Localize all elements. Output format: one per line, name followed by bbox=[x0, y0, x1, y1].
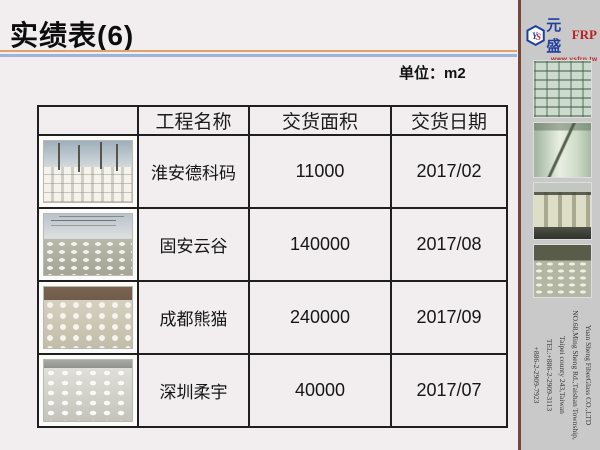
contact-line-company: Yuan Sheng FiberGlass CO.,LTD bbox=[584, 324, 593, 426]
table-row: 固安云谷 140000 2017/08 bbox=[37, 207, 508, 282]
project-photo-guan bbox=[43, 213, 133, 276]
header-delivery-date: 交货日期 bbox=[390, 105, 508, 136]
delivery-area-cell: 40000 bbox=[248, 353, 392, 428]
header-photo-column bbox=[37, 105, 139, 136]
project-name-cell: 淮安德科码 bbox=[137, 134, 250, 209]
header-delivery-area: 交货面积 bbox=[248, 105, 392, 136]
delivery-date-cell: 2017/08 bbox=[390, 207, 508, 282]
delivery-date-cell: 2017/09 bbox=[390, 280, 508, 355]
contact-line-address1: NO.68,Ming Sheng Rd.,Taishan Township, bbox=[571, 310, 580, 440]
project-photo-shenzhen bbox=[43, 359, 133, 422]
delivery-area-cell: 11000 bbox=[248, 134, 392, 209]
sidebar-photo-tank-closeup bbox=[533, 122, 592, 178]
contact-line-address2: Taipei county 243,Taiwan bbox=[558, 336, 567, 414]
brand-name-english: FRP bbox=[571, 27, 597, 42]
project-photo-huaian bbox=[43, 140, 133, 203]
contact-line-tel1: TEL:+886-2-2909-3113 bbox=[545, 338, 554, 412]
company-sidebar: Y S 元盛 FRP www.ysfrp.tw Yuan Sheng FiberG… bbox=[521, 0, 600, 450]
photo-cell bbox=[37, 353, 139, 428]
performance-table: 工程名称 交货面积 交货日期 淮安德科码 11000 2017/02 固安云谷 … bbox=[37, 105, 508, 428]
project-name-cell: 固安云谷 bbox=[137, 207, 250, 282]
contact-line-tel2: +886-2-2909-7923 bbox=[532, 346, 541, 404]
table-header-row: 工程名称 交货面积 交货日期 bbox=[37, 105, 508, 136]
ys-hexagon-icon: Y S bbox=[526, 24, 545, 46]
sidebar-photo-tank-farm bbox=[533, 182, 592, 240]
logo-row: Y S 元盛 FRP bbox=[525, 14, 597, 56]
photo-cell bbox=[37, 280, 139, 355]
photo-cell bbox=[37, 207, 139, 282]
title-rule-orange bbox=[0, 50, 517, 52]
project-photo-chengdu bbox=[43, 286, 133, 349]
delivery-date-cell: 2017/02 bbox=[390, 134, 508, 209]
company-contact-vertical-text: Yuan Sheng FiberGlass CO.,LTD NO.68,Ming… bbox=[529, 305, 595, 445]
brand-name-chinese: 元盛 bbox=[546, 17, 562, 55]
table-row: 深圳柔宇 40000 2017/07 bbox=[37, 353, 508, 428]
logo-monogram-y: Y bbox=[532, 31, 539, 41]
title-rule-blue bbox=[0, 54, 517, 57]
page-title: 实绩表(6) bbox=[10, 20, 135, 51]
delivery-date-cell: 2017/07 bbox=[390, 353, 508, 428]
logo-monogram-s: S bbox=[536, 31, 541, 41]
project-name-cell: 成都熊猫 bbox=[137, 280, 250, 355]
project-name-cell: 深圳柔宇 bbox=[137, 353, 250, 428]
unit-label: 单位：m2 bbox=[399, 65, 466, 82]
delivery-area-cell: 240000 bbox=[248, 280, 392, 355]
delivery-area-cell: 140000 bbox=[248, 207, 392, 282]
header-project-name: 工程名称 bbox=[137, 105, 250, 136]
sidebar-photo-frp-ceiling bbox=[533, 60, 592, 118]
photo-cell bbox=[37, 134, 139, 209]
brand-website: www.ysfrp.tw bbox=[551, 56, 597, 63]
sidebar-photo-plant-floor bbox=[533, 244, 592, 298]
table-row: 淮安德科码 11000 2017/02 bbox=[37, 134, 508, 209]
sidebar-divider bbox=[518, 0, 521, 450]
company-logo: Y S 元盛 FRP www.ysfrp.tw bbox=[525, 14, 597, 63]
table-row: 成都熊猫 240000 2017/09 bbox=[37, 280, 508, 355]
